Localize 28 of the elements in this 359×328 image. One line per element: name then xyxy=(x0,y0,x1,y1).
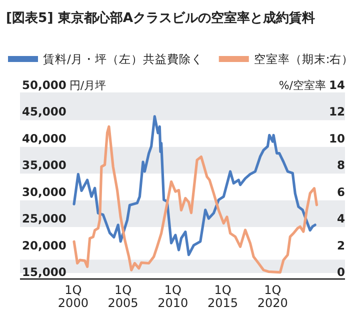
y-tick-label: 20,000 xyxy=(22,238,66,252)
chart-title: [図表5] 東京都心部Aクラスビルの空室率と成約賃料 xyxy=(6,10,316,26)
legend-label: 空室率（期末:右） xyxy=(254,52,354,66)
x-tick-label: 1Q 2020 xyxy=(257,283,288,310)
x-tick-label: 1Q 2015 xyxy=(208,283,238,310)
y2-tick-label: 14 xyxy=(328,78,345,92)
legend-label: 賃料/月・坪（左）共益費除く xyxy=(43,52,203,66)
x-tick-label: 1Q 2000 xyxy=(58,283,88,310)
y-tick-label: 40,000 xyxy=(22,131,66,146)
x-tick-label: 1Q 2005 xyxy=(108,283,138,310)
x-tick-label: 1Q 2010 xyxy=(158,283,188,310)
y-tick-label: 35,000 xyxy=(22,158,66,172)
y2-tick-label: 4 xyxy=(336,212,345,226)
y2-tick-label: 12 xyxy=(328,104,345,119)
y-tick-label: 45,000 xyxy=(22,104,66,119)
y-tick-label: 30,000 xyxy=(22,184,66,199)
y2-tick-label: 8 xyxy=(336,158,345,172)
y2-tick-label: 2 xyxy=(336,238,345,252)
y-tick-label: 15,000 xyxy=(22,265,66,279)
y-tick-label: 50,000 xyxy=(22,78,66,92)
y-tick-label: 25,000 xyxy=(22,212,66,226)
y2-axis-title: %/空室率 xyxy=(278,79,326,92)
y2-tick-label: 6 xyxy=(336,184,345,199)
y2-tick-label: 0 xyxy=(336,265,345,279)
line-series xyxy=(72,125,318,274)
y2-tick-label: 10 xyxy=(328,131,345,146)
y-axis-title: 円/月坪 xyxy=(69,79,106,92)
line-series xyxy=(72,115,316,256)
